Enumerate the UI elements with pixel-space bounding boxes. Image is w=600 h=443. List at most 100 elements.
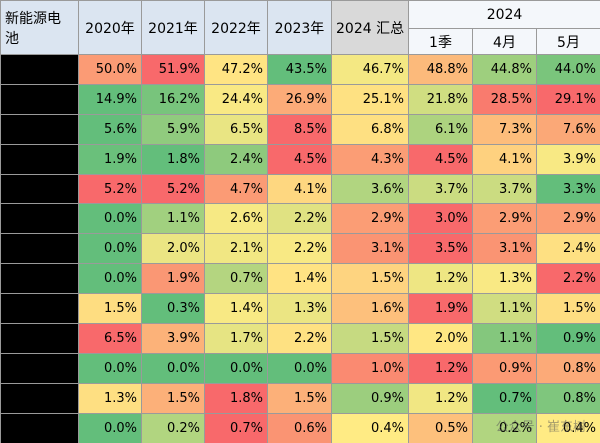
data-cell: 2.9%: [331, 203, 409, 235]
data-cell: 0.9%: [472, 352, 537, 384]
data-cell: 1.0%: [331, 352, 409, 384]
data-cell: 1.9%: [408, 293, 473, 325]
data-cell: 2.2%: [535, 263, 600, 295]
data-cell: 0.0%: [204, 352, 268, 384]
data-cell: 3.1%: [472, 233, 537, 265]
table-row: 5.2% 5.2% 4.7% 4.1% 3.6% 3.7% 3.7% 3.3%: [0, 173, 600, 205]
data-cell: 2.2%: [267, 323, 332, 354]
table-row: 1.9% 1.8% 2.4% 4.5% 4.3% 4.5% 4.1% 3.9%: [0, 143, 600, 175]
data-cell: 21.8%: [408, 83, 473, 115]
data-cell: 7.6%: [535, 113, 600, 145]
data-cell: 0.2%: [472, 412, 537, 443]
data-cell: 1.5%: [267, 382, 332, 414]
data-cell: 16.2%: [141, 83, 205, 115]
data-cell: 0.8%: [535, 352, 600, 384]
data-cell: 51.9%: [141, 54, 205, 85]
data-cell: 2.6%: [204, 203, 268, 235]
data-cell: 7.3%: [472, 113, 537, 145]
row-label: [0, 233, 79, 265]
data-cell: 48.8%: [408, 54, 473, 85]
data-cell: 44.0%: [535, 54, 600, 85]
data-cell: 0.7%: [204, 263, 268, 295]
data-cell: 0.7%: [204, 412, 268, 443]
table-row: 50.0% 51.9% 47.2% 43.5% 46.7% 48.8% 44.8% 44.0%: [0, 54, 600, 85]
data-cell: 4.1%: [267, 173, 332, 205]
data-cell: 1.6%: [331, 293, 409, 325]
data-cell: 8.5%: [267, 113, 332, 145]
row-label: [0, 54, 79, 85]
data-cell: 1.2%: [408, 352, 473, 384]
data-cell: 0.3%: [141, 293, 205, 325]
year-header: 2021年: [141, 0, 205, 55]
data-cell: 26.9%: [267, 83, 332, 115]
data-cell: 4.5%: [408, 143, 473, 175]
data-cell: 1.1%: [472, 323, 537, 354]
data-cell: 0.9%: [535, 323, 600, 354]
data-cell: 5.2%: [78, 173, 142, 205]
sub-header: 5月: [535, 28, 600, 55]
data-cell: 5.2%: [141, 173, 205, 205]
data-cell: 2.1%: [204, 233, 268, 265]
data-cell: 1.5%: [78, 293, 142, 325]
data-cell: 4.5%: [267, 143, 332, 175]
row-label: [0, 143, 79, 175]
table-row: 0.0% 2.0% 2.1% 2.2% 3.1% 3.5% 3.1% 2.4%: [0, 233, 600, 265]
data-cell: 1.5%: [331, 263, 409, 295]
data-cell: 0.4%: [535, 412, 600, 443]
data-cell: 0.7%: [472, 382, 537, 414]
data-cell: 0.9%: [331, 382, 409, 414]
data-cell: 0.0%: [78, 352, 142, 384]
table-row: 0.0% 1.1% 2.6% 2.2% 2.9% 3.0% 2.9% 2.9%: [0, 203, 600, 235]
row-label: [0, 203, 79, 235]
table-row: 5.6% 5.9% 6.5% 8.5% 6.8% 6.1% 7.3% 7.6%: [0, 113, 600, 145]
table-row: 1.3% 1.5% 1.8% 1.5% 0.9% 1.2% 0.7% 0.8%: [0, 382, 600, 414]
data-cell: 28.5%: [472, 83, 537, 115]
data-cell: 2.2%: [267, 233, 332, 265]
table-body: 50.0% 51.9% 47.2% 43.5% 46.7% 48.8% 44.8% 44.0%…: [0, 54, 600, 443]
row-label: [0, 382, 79, 414]
data-cell: 5.6%: [78, 113, 142, 145]
data-cell: 1.2%: [408, 263, 473, 295]
row-label: [0, 293, 79, 325]
table-row: 1.5% 0.3% 1.4% 1.3% 1.6% 1.9% 1.1% 1.5%: [0, 293, 600, 325]
data-cell: 2.9%: [535, 203, 600, 235]
data-cell: 6.5%: [204, 113, 268, 145]
data-cell: 2.0%: [141, 233, 205, 265]
year-header: 2020年: [78, 0, 142, 55]
data-cell: 0.0%: [267, 352, 332, 384]
data-cell: 2.4%: [535, 233, 600, 265]
data-cell: 0.0%: [78, 203, 142, 235]
table-row: 0.0% 1.9% 0.7% 1.4% 1.5% 1.2% 1.3% 2.2%: [0, 263, 600, 295]
watermark: 公众号 · 崔东树: [495, 420, 586, 435]
year-header: 2024 汇总: [331, 0, 409, 55]
data-cell: 44.8%: [472, 54, 537, 85]
row-label: [0, 263, 79, 295]
data-cell: 1.4%: [204, 293, 268, 325]
data-cell: 5.9%: [141, 113, 205, 145]
data-cell: 3.9%: [535, 143, 600, 175]
data-cell: 1.9%: [78, 143, 142, 175]
data-cell: 1.2%: [408, 382, 473, 414]
data-cell: 1.1%: [141, 203, 205, 235]
data-cell: 1.3%: [472, 263, 537, 295]
row-label: [0, 412, 79, 443]
table-row: 6.5% 3.9% 1.7% 2.2% 1.5% 2.0% 1.1% 0.9%: [0, 323, 600, 354]
data-cell: 24.4%: [204, 83, 268, 115]
data-cell: 0.6%: [267, 412, 332, 443]
data-cell: 0.2%: [141, 412, 205, 443]
data-cell: 43.5%: [267, 54, 332, 85]
row-label: [0, 173, 79, 205]
data-cell: 2.4%: [204, 143, 268, 175]
data-cell: 1.8%: [141, 143, 205, 175]
data-cell: 1.8%: [204, 382, 268, 414]
data-cell: 4.1%: [472, 143, 537, 175]
sub-header: 1季: [408, 28, 473, 55]
data-cell: 0.0%: [78, 233, 142, 265]
table-row: 14.9% 16.2% 24.4% 26.9% 25.1% 21.8% 28.5% 29.1%: [0, 83, 600, 115]
data-cell: 3.6%: [331, 173, 409, 205]
data-cell: 46.7%: [331, 54, 409, 85]
group-header: 2024: [407, 0, 600, 29]
data-cell: 4.7%: [204, 173, 268, 205]
data-cell: 1.3%: [78, 382, 142, 414]
